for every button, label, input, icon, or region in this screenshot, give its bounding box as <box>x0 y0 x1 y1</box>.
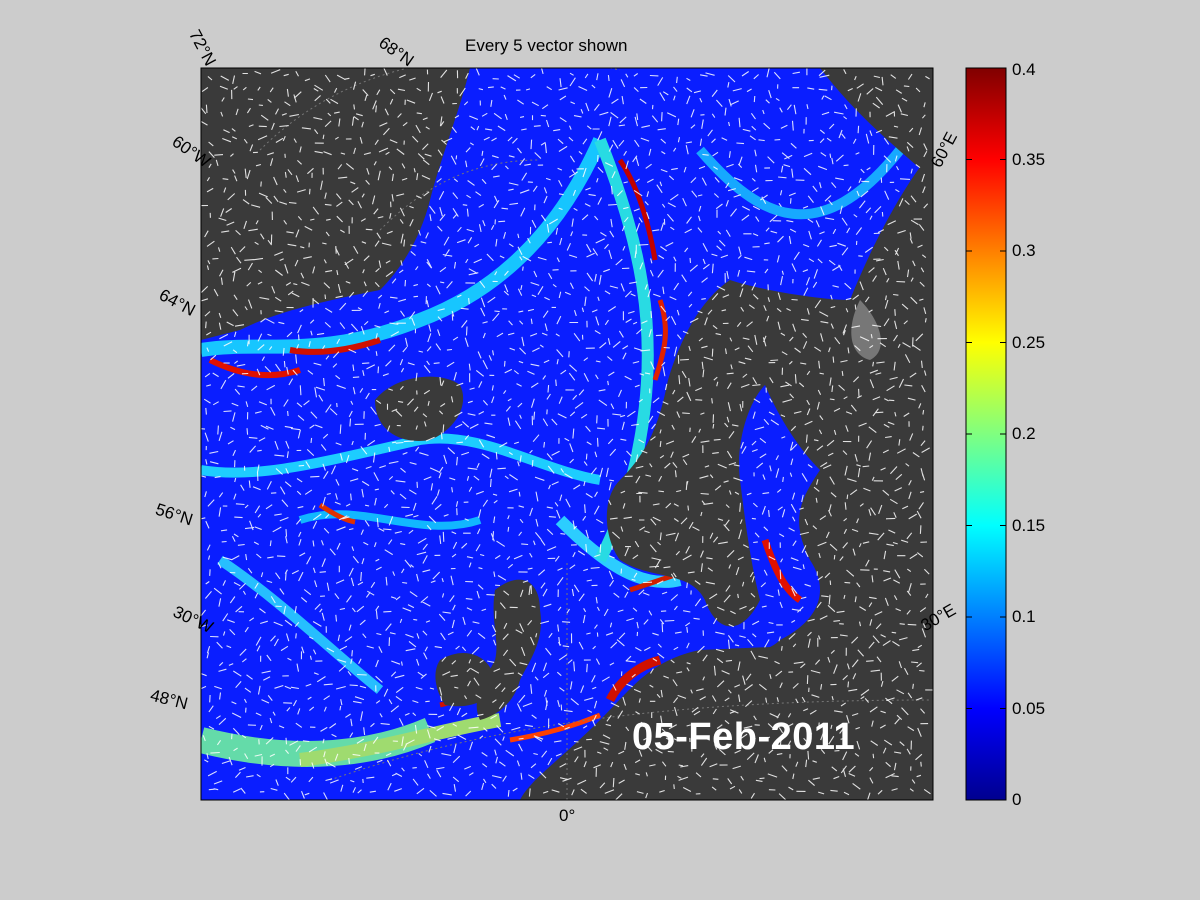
lon-label-0: 0° <box>559 806 576 825</box>
velocity-vectors <box>201 68 933 800</box>
arctic-land-ne <box>820 68 933 180</box>
vector-arrows <box>201 68 933 800</box>
date-stamp: 05-Feb-2011 <box>632 716 856 758</box>
scandinavia <box>606 150 933 660</box>
colorbar-tick-label: 0.4 <box>1012 60 1036 79</box>
greenland <box>201 68 470 340</box>
colorbar-tick-label: 0.05 <box>1012 699 1046 718</box>
colorbar-tick-label: 0.2 <box>1012 424 1036 443</box>
colorbar-ticks <box>966 67 1006 709</box>
graticule <box>259 68 931 800</box>
colorbar-tick-label: 0.25 <box>1012 333 1046 352</box>
europe <box>520 640 933 800</box>
map-axes <box>201 68 933 800</box>
iceland <box>375 376 464 441</box>
colorbar-tick-label: 0 <box>1012 790 1022 809</box>
colorbar-ramp <box>965 67 1007 801</box>
colorbar-tick-label: 0.15 <box>1012 516 1046 535</box>
colorbar-tick-label: 0.35 <box>1012 150 1046 169</box>
colorbar-tick-label: 0.1 <box>1012 607 1036 626</box>
colorbar <box>965 67 1007 801</box>
kola <box>851 300 881 360</box>
ireland <box>435 652 495 707</box>
colorbar-tick-label: 0.3 <box>1012 241 1036 260</box>
map-title: Every 5 vector shown <box>465 36 628 55</box>
map-frame <box>200 67 934 801</box>
land <box>201 68 933 800</box>
